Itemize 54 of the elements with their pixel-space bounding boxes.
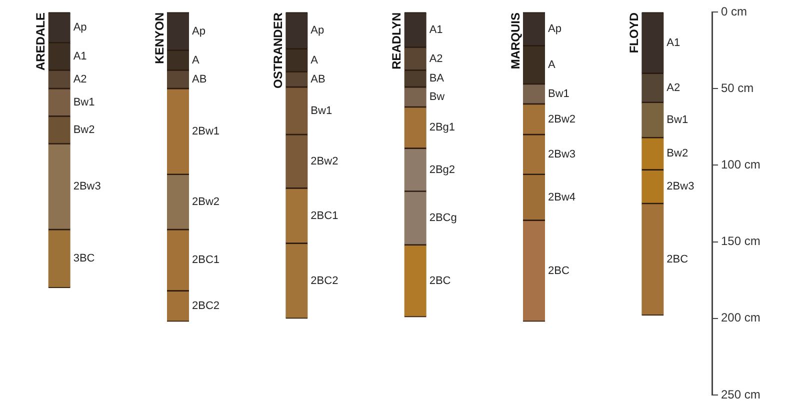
x-tick-label: OSTRANDER xyxy=(270,12,285,89)
annotation: 2Bw2 xyxy=(548,113,576,126)
annotation: A2 xyxy=(666,82,680,94)
annotation: A2 xyxy=(73,73,87,86)
annotation: 2BCg xyxy=(429,212,457,224)
y-tick-label: 0 cm xyxy=(721,4,748,18)
annotation: 2Bg1 xyxy=(429,122,456,134)
annotation: A1 xyxy=(73,50,87,62)
annotation: 2Bw2 xyxy=(192,196,220,208)
annotation: Bw1 xyxy=(548,88,570,100)
x-tick-label: AREDALE xyxy=(34,12,48,71)
annotation: AB xyxy=(192,73,207,86)
annotation: Bw1 xyxy=(310,104,332,117)
annotation: 2Bw3 xyxy=(666,180,694,193)
annotation: 2Bg2 xyxy=(429,164,456,176)
annotation: 2BC xyxy=(548,264,570,277)
annotation: A xyxy=(310,54,319,66)
x-tick-label: KENYON xyxy=(152,12,166,64)
annotation: 3BC xyxy=(73,252,95,265)
annotation: AB xyxy=(310,73,326,86)
y-tick-label: 50 cm xyxy=(721,80,754,95)
annotation: Bw1 xyxy=(73,96,95,108)
annotation: A1 xyxy=(429,24,443,36)
annotation: Bw2 xyxy=(666,148,688,160)
y-tick-label: 200 cm xyxy=(721,310,760,325)
x-tick-label: MARQUIS xyxy=(508,12,522,70)
annotation: 2BC xyxy=(429,274,451,287)
annotation: Bw xyxy=(429,91,445,104)
annotation: Ap xyxy=(548,23,562,36)
y-tick-label: 150 cm xyxy=(721,234,760,248)
annotation: Bw1 xyxy=(666,114,688,126)
annotation: 2BC1 xyxy=(310,210,338,222)
annotation: 2BC1 xyxy=(192,254,220,266)
annotation: BA xyxy=(429,72,445,85)
annotation: 2BC2 xyxy=(192,300,220,312)
annotation: A xyxy=(548,58,556,71)
annotation: 2Bw2 xyxy=(310,155,338,168)
annotation: Ap xyxy=(192,25,206,38)
y-tick-label: 100 cm xyxy=(721,158,760,172)
annotation: 2Bw4 xyxy=(548,191,576,204)
x-tick-label: READLYN xyxy=(390,12,404,70)
annotation: A2 xyxy=(429,52,443,65)
x-tick-label: FLOYD xyxy=(626,12,641,54)
annotation: 2Bw3 xyxy=(548,148,576,161)
annotation: A xyxy=(192,54,200,66)
annotation: 2Bw3 xyxy=(73,180,101,193)
y-tick-label: 250 cm xyxy=(721,387,760,402)
annotation: Ap xyxy=(310,24,324,37)
annotation: 2BC xyxy=(666,253,688,266)
annotation: Bw2 xyxy=(73,124,95,136)
annotation: 2Bw1 xyxy=(192,126,220,138)
annotation: 2BC2 xyxy=(310,274,338,287)
annotation: A1 xyxy=(666,36,680,49)
annotation: Ap xyxy=(73,22,87,34)
